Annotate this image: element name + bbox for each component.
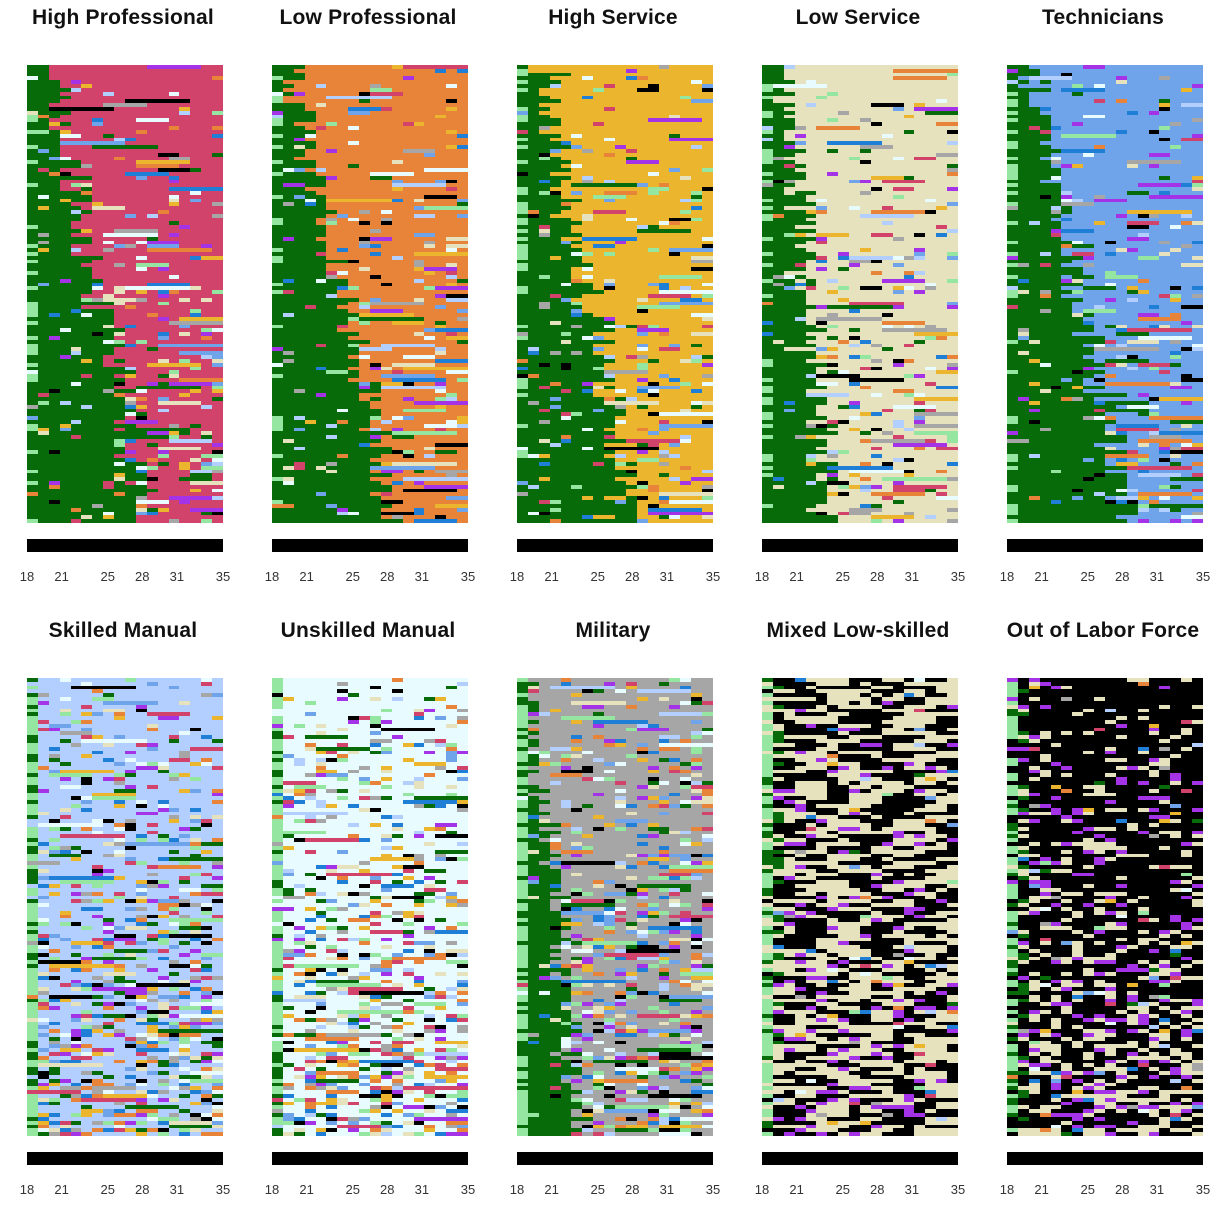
state-cell: [125, 519, 136, 523]
state-cell: [201, 519, 212, 523]
state-cell: [81, 519, 92, 523]
x-tick-label: 18: [265, 569, 279, 584]
state-cell: [370, 519, 381, 523]
x-tick-label: 35: [216, 569, 230, 584]
state-cell: [283, 519, 294, 523]
x-axis-bar: [272, 539, 468, 552]
state-cell: [381, 519, 392, 523]
state-cell: [305, 519, 316, 523]
state-cell: [60, 519, 71, 523]
state-cell: [348, 519, 359, 523]
x-tick-label: 31: [170, 569, 184, 584]
state-cell: [136, 519, 147, 523]
state-cell: [38, 519, 49, 523]
sequence-row: [27, 519, 223, 523]
sequence-row: [272, 519, 468, 523]
state-cell: [92, 519, 103, 523]
x-tick-label: 31: [415, 569, 429, 584]
state-cell: [424, 519, 435, 523]
x-tick-label: 28: [380, 569, 394, 584]
state-cell: [435, 519, 446, 523]
state-cell: [190, 519, 201, 523]
state-cell: [457, 519, 468, 523]
x-tick-label: 35: [461, 569, 475, 584]
state-cell: [49, 519, 60, 523]
state-cell: [337, 519, 348, 523]
sequence-index-plot: [517, 65, 713, 523]
state-cell: [169, 519, 180, 523]
panel-title: High Professional: [0, 6, 246, 30]
sequence-index-plot: [272, 65, 468, 523]
state-cell: [158, 519, 169, 523]
x-tick-label: 28: [135, 569, 149, 584]
state-cell: [179, 519, 190, 523]
state-cell: [114, 519, 125, 523]
state-cell: [326, 519, 337, 523]
state-cell: [359, 519, 370, 523]
state-cell: [272, 519, 283, 523]
sequence-panel: Low Professional 18 21 25 28 31 35: [245, 0, 491, 600]
state-cell: [147, 519, 158, 523]
state-cell: [71, 519, 82, 523]
state-cell: [27, 519, 38, 523]
sequence-index-plot: [27, 65, 223, 523]
panel-title: High Service: [490, 6, 736, 30]
state-cell: [446, 519, 457, 523]
state-cell: [316, 519, 327, 523]
state-cell: [392, 519, 403, 523]
x-tick-label: 21: [299, 569, 313, 584]
x-tick-label: 25: [345, 569, 359, 584]
state-cell: [212, 519, 223, 523]
state-cell: [294, 519, 305, 523]
x-axis-bar: [27, 539, 223, 552]
x-tick-label: 21: [54, 569, 68, 584]
state-cell: [414, 519, 425, 523]
x-tick-label: 25: [100, 569, 114, 584]
state-cell: [103, 519, 114, 523]
x-tick-label: 18: [20, 569, 34, 584]
panel-title: Low Professional: [245, 6, 491, 30]
state-cell: [403, 519, 414, 523]
sequence-panel: High Professional 18 21 25 28 31 35: [0, 0, 246, 600]
